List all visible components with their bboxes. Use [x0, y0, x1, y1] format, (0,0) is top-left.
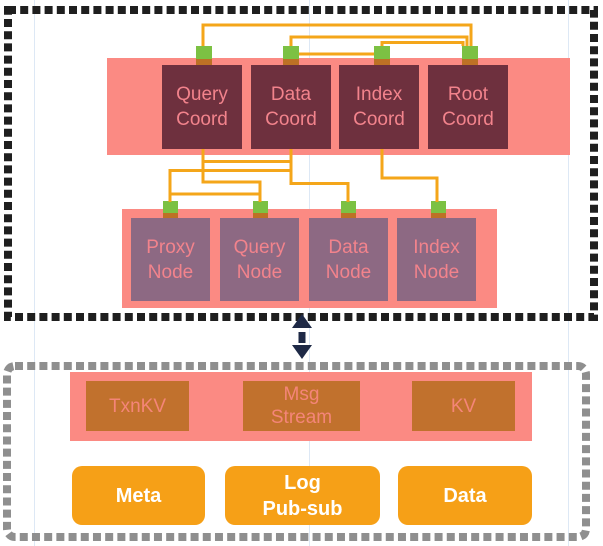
root-coord-label: Coord — [442, 109, 494, 130]
index-node-label: Node — [413, 261, 460, 283]
index-coord-label: Index — [355, 84, 403, 105]
data-node-label: Node — [325, 261, 372, 283]
txnkv-label: TxnKV — [108, 395, 167, 417]
meta-storage-box: Meta — [72, 466, 205, 525]
proxy-node-label: Proxy — [146, 236, 195, 258]
data-node-label: Data — [328, 236, 369, 258]
data-storage-box: Data — [398, 466, 532, 525]
connector-datacoord-datanode — [289, 149, 350, 202]
root-coord-box: Root Coord — [428, 65, 508, 149]
data-node-box: Data Node — [309, 218, 388, 301]
index-node-box: Index Node — [397, 218, 476, 301]
index-coord-label: Coord — [353, 109, 405, 130]
root-coord-label: Root — [447, 84, 489, 105]
index-node-port — [431, 201, 446, 213]
index-node-label: Index — [413, 236, 460, 258]
msg-stream-box: Msg Stream — [243, 381, 360, 431]
data-coord-port — [283, 46, 299, 59]
msg-stream-label: Msg — [283, 384, 320, 405]
log-pubsub-label: Pub-sub — [262, 497, 343, 520]
root-coord-port — [462, 46, 478, 59]
log-pubsub-box: Log Pub-sub — [225, 466, 380, 525]
connector-index-root — [380, 41, 465, 46]
query-coord-label: Coord — [176, 109, 228, 130]
vertical-guide-line — [34, 0, 35, 546]
query-node-label: Node — [236, 261, 283, 283]
connector-proxy-drop — [168, 169, 291, 202]
kv-label: KV — [450, 395, 477, 417]
index-coord-port — [374, 46, 390, 59]
index-coord-box: Index Coord — [339, 65, 419, 149]
proxy-node-box: Proxy Node — [131, 218, 210, 301]
query-node-box: Query Node — [220, 218, 299, 301]
meta-storage-label: Meta — [115, 484, 162, 507]
proxy-node-port — [163, 201, 178, 213]
proxy-node-label: Node — [147, 261, 194, 283]
data-coord-label: Data — [270, 84, 312, 105]
query-coord-port — [196, 46, 212, 59]
connector-data-root — [289, 35, 469, 46]
query-node-label: Query — [233, 236, 286, 258]
connector-indexcoord-indexnode — [380, 149, 439, 202]
connector-querycoord-querynode — [201, 149, 262, 202]
kv-box: KV — [412, 381, 515, 431]
query-coord-label: Query — [176, 84, 228, 105]
msg-stream-label: Stream — [270, 407, 333, 428]
query-node-port — [253, 201, 268, 213]
txnkv-box: TxnKV — [86, 381, 189, 431]
data-storage-label: Data — [443, 484, 487, 507]
log-pubsub-label: Log — [284, 471, 321, 494]
data-coord-box: Data Coord — [251, 65, 331, 149]
data-coord-label: Coord — [265, 109, 317, 130]
data-node-port — [341, 201, 356, 213]
connector-query-root — [201, 23, 473, 46]
query-coord-box: Query Coord — [162, 65, 242, 149]
